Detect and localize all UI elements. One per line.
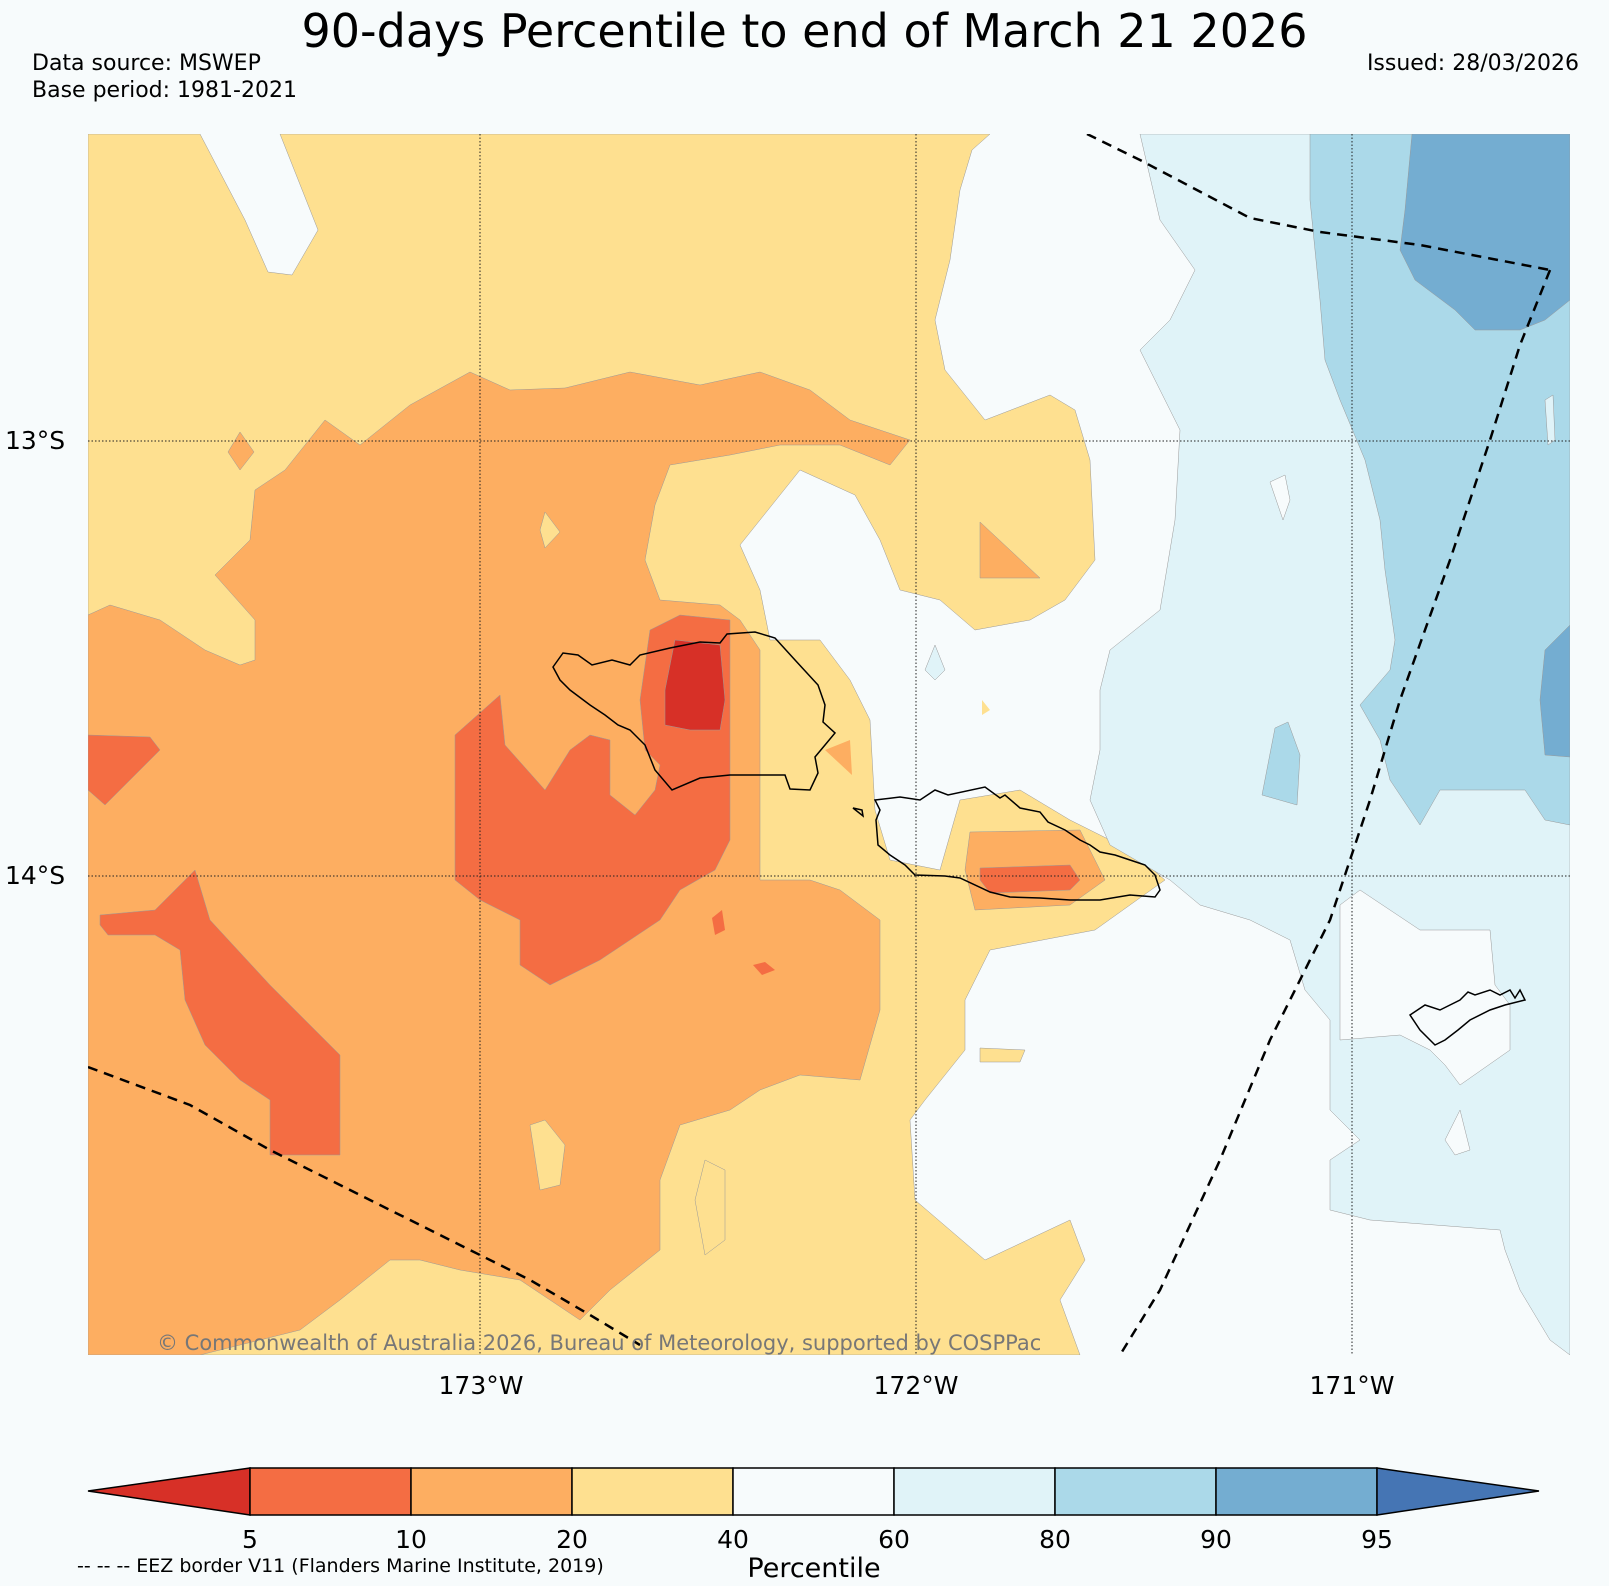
contour-5-10 bbox=[99, 869, 341, 1156]
gridlines bbox=[88, 134, 1570, 1355]
colorbar-tick-label: 5 bbox=[242, 1525, 258, 1554]
colorbar-tick-label: 10 bbox=[395, 1525, 427, 1554]
contour-60-80-patch bbox=[1544, 394, 1556, 446]
contour-5-10-patch bbox=[753, 962, 775, 975]
colorbar-segment bbox=[1054, 1467, 1217, 1516]
colorbar-segment bbox=[1215, 1467, 1378, 1516]
colorbar-tick-label: 80 bbox=[1039, 1525, 1071, 1554]
contour-5-10 bbox=[454, 614, 731, 986]
contour-80-90-patch bbox=[1261, 721, 1301, 806]
contour-60-80-patch bbox=[924, 644, 946, 681]
lon-label-171w: 171°W bbox=[1310, 1371, 1395, 1400]
colorbar-title: Percentile bbox=[747, 1553, 880, 1584]
contour-10-20-patch bbox=[825, 740, 852, 775]
colorbar-segment bbox=[571, 1467, 734, 1516]
contour-5-10 bbox=[88, 734, 161, 806]
lat-label-13s: 13°S bbox=[5, 426, 65, 455]
colorbar-segment bbox=[249, 1467, 412, 1516]
colorbar-tick-label: 60 bbox=[878, 1525, 910, 1554]
contour-5-10-patch bbox=[712, 910, 725, 935]
contour-20-40-patch bbox=[539, 511, 561, 549]
lon-label-173w: 173°W bbox=[439, 1371, 524, 1400]
contour-5-10 bbox=[979, 864, 1081, 894]
colorbar bbox=[87, 1467, 1540, 1516]
eez-borders bbox=[88, 134, 1552, 1355]
contour-20-40-patch bbox=[982, 700, 990, 715]
colorbar-tick-label: 95 bbox=[1361, 1525, 1393, 1554]
contour-10-20-patch bbox=[227, 431, 255, 471]
contour-below-5 bbox=[664, 639, 726, 731]
contour-20-40-patch bbox=[529, 1119, 566, 1191]
colorbar-ticks: 5 10 20 40 60 80 90 95 bbox=[242, 1525, 1393, 1554]
colorbar-tick-label: 20 bbox=[556, 1525, 588, 1554]
upolu-coastline bbox=[552, 631, 837, 791]
contour-90-95 bbox=[1399, 134, 1570, 331]
eez-legend-note: -- -- -- EEZ border V11 (Flanders Marine… bbox=[77, 1555, 604, 1577]
lat-label-14s: 14°S bbox=[5, 861, 65, 890]
contour-40-60-patch bbox=[1339, 889, 1511, 1086]
colorbar-min-extension bbox=[87, 1467, 251, 1516]
map-title: 90-days Percentile to end of March 21 20… bbox=[301, 4, 1308, 58]
colorbar-max-extension bbox=[1376, 1467, 1540, 1516]
copyright-notice: © Commonwealth of Australia 2026, Bureau… bbox=[157, 1331, 1041, 1355]
colorbar-segment bbox=[893, 1467, 1056, 1516]
contour-90-95-patch bbox=[1539, 624, 1570, 758]
data-source-label: Data source: MSWEP bbox=[32, 51, 261, 76]
base-period-label: Base period: 1981-2021 bbox=[32, 78, 297, 103]
colorbar-segment bbox=[410, 1467, 573, 1516]
colorbar-tick-label: 40 bbox=[717, 1525, 749, 1554]
colorbar-tick-label: 90 bbox=[1200, 1525, 1232, 1554]
lon-label-172w: 172°W bbox=[874, 1371, 959, 1400]
apolima-island bbox=[852, 807, 865, 818]
issued-date-label: Issued: 28/03/2026 bbox=[1366, 51, 1579, 76]
map-area: © Commonwealth of Australia 2026, Bureau… bbox=[88, 134, 1570, 1355]
contour-20-40-patch bbox=[694, 1159, 726, 1256]
contour-20-40-patch bbox=[979, 1047, 1026, 1063]
colorbar-segment bbox=[732, 1467, 895, 1516]
tutuila-coastline bbox=[1408, 988, 1527, 1046]
contour-40-60-patch bbox=[1269, 474, 1291, 521]
contour-10-20-patch bbox=[979, 521, 1041, 579]
contour-40-60-patch bbox=[1444, 1109, 1471, 1156]
savaii-coastline bbox=[873, 786, 1161, 901]
